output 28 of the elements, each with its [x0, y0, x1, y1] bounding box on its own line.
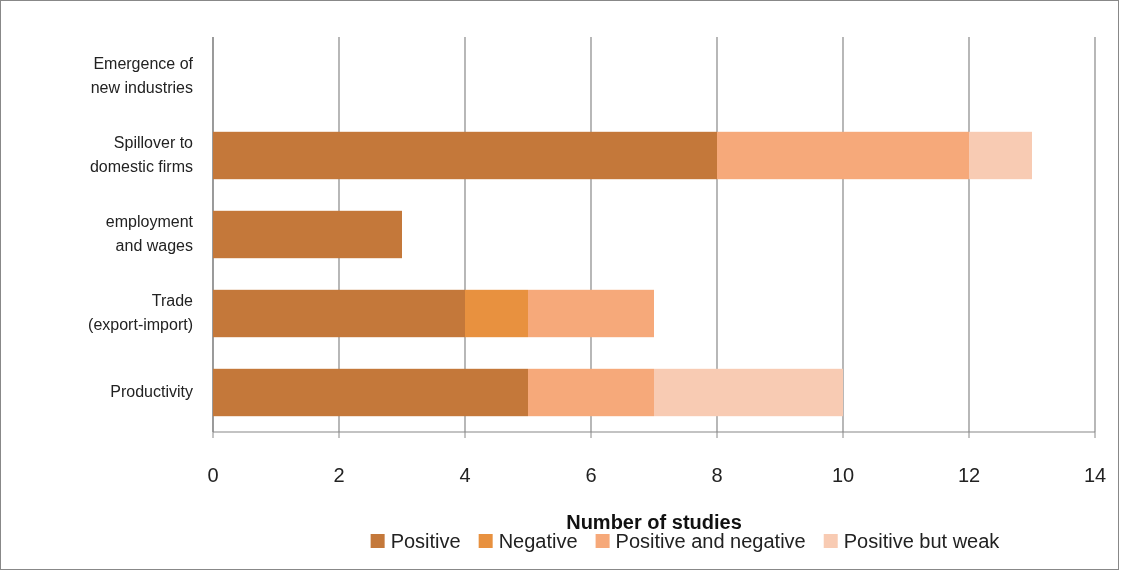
x-tick-label: 8	[711, 464, 723, 486]
bar	[528, 368, 654, 417]
y-tick-label: employment and wages	[105, 212, 194, 254]
y-tick-label: Productivity	[110, 382, 193, 400]
bar	[213, 131, 717, 180]
y-tick-label: Trade (export-import)	[88, 291, 194, 333]
legend-label: Negative	[498, 530, 578, 552]
x-tick-label: 6	[585, 464, 597, 486]
x-tick-label: 10	[831, 464, 855, 486]
legend-label: Positive and negative	[615, 530, 806, 552]
bar	[213, 210, 402, 259]
x-tick-label: 4	[459, 464, 471, 486]
bar	[213, 368, 528, 417]
x-tick-label: 0	[207, 464, 219, 486]
bar	[213, 289, 465, 338]
bar	[465, 289, 528, 338]
bar	[654, 368, 843, 417]
y-tick-label: Emergence of new industries	[90, 54, 194, 96]
bar	[717, 131, 969, 180]
x-tick-label: 12	[957, 464, 981, 486]
y-tick-label: Spillover to domestic firms	[89, 133, 194, 175]
x-axis-title: Number of studies	[566, 511, 742, 533]
x-tick-label: 2	[333, 464, 345, 486]
legend-label: Positive	[390, 530, 461, 552]
bar	[969, 131, 1032, 180]
legend-label: Positive but weak	[843, 530, 1001, 552]
bar	[528, 289, 654, 338]
x-tick-label: 14	[1083, 464, 1107, 486]
